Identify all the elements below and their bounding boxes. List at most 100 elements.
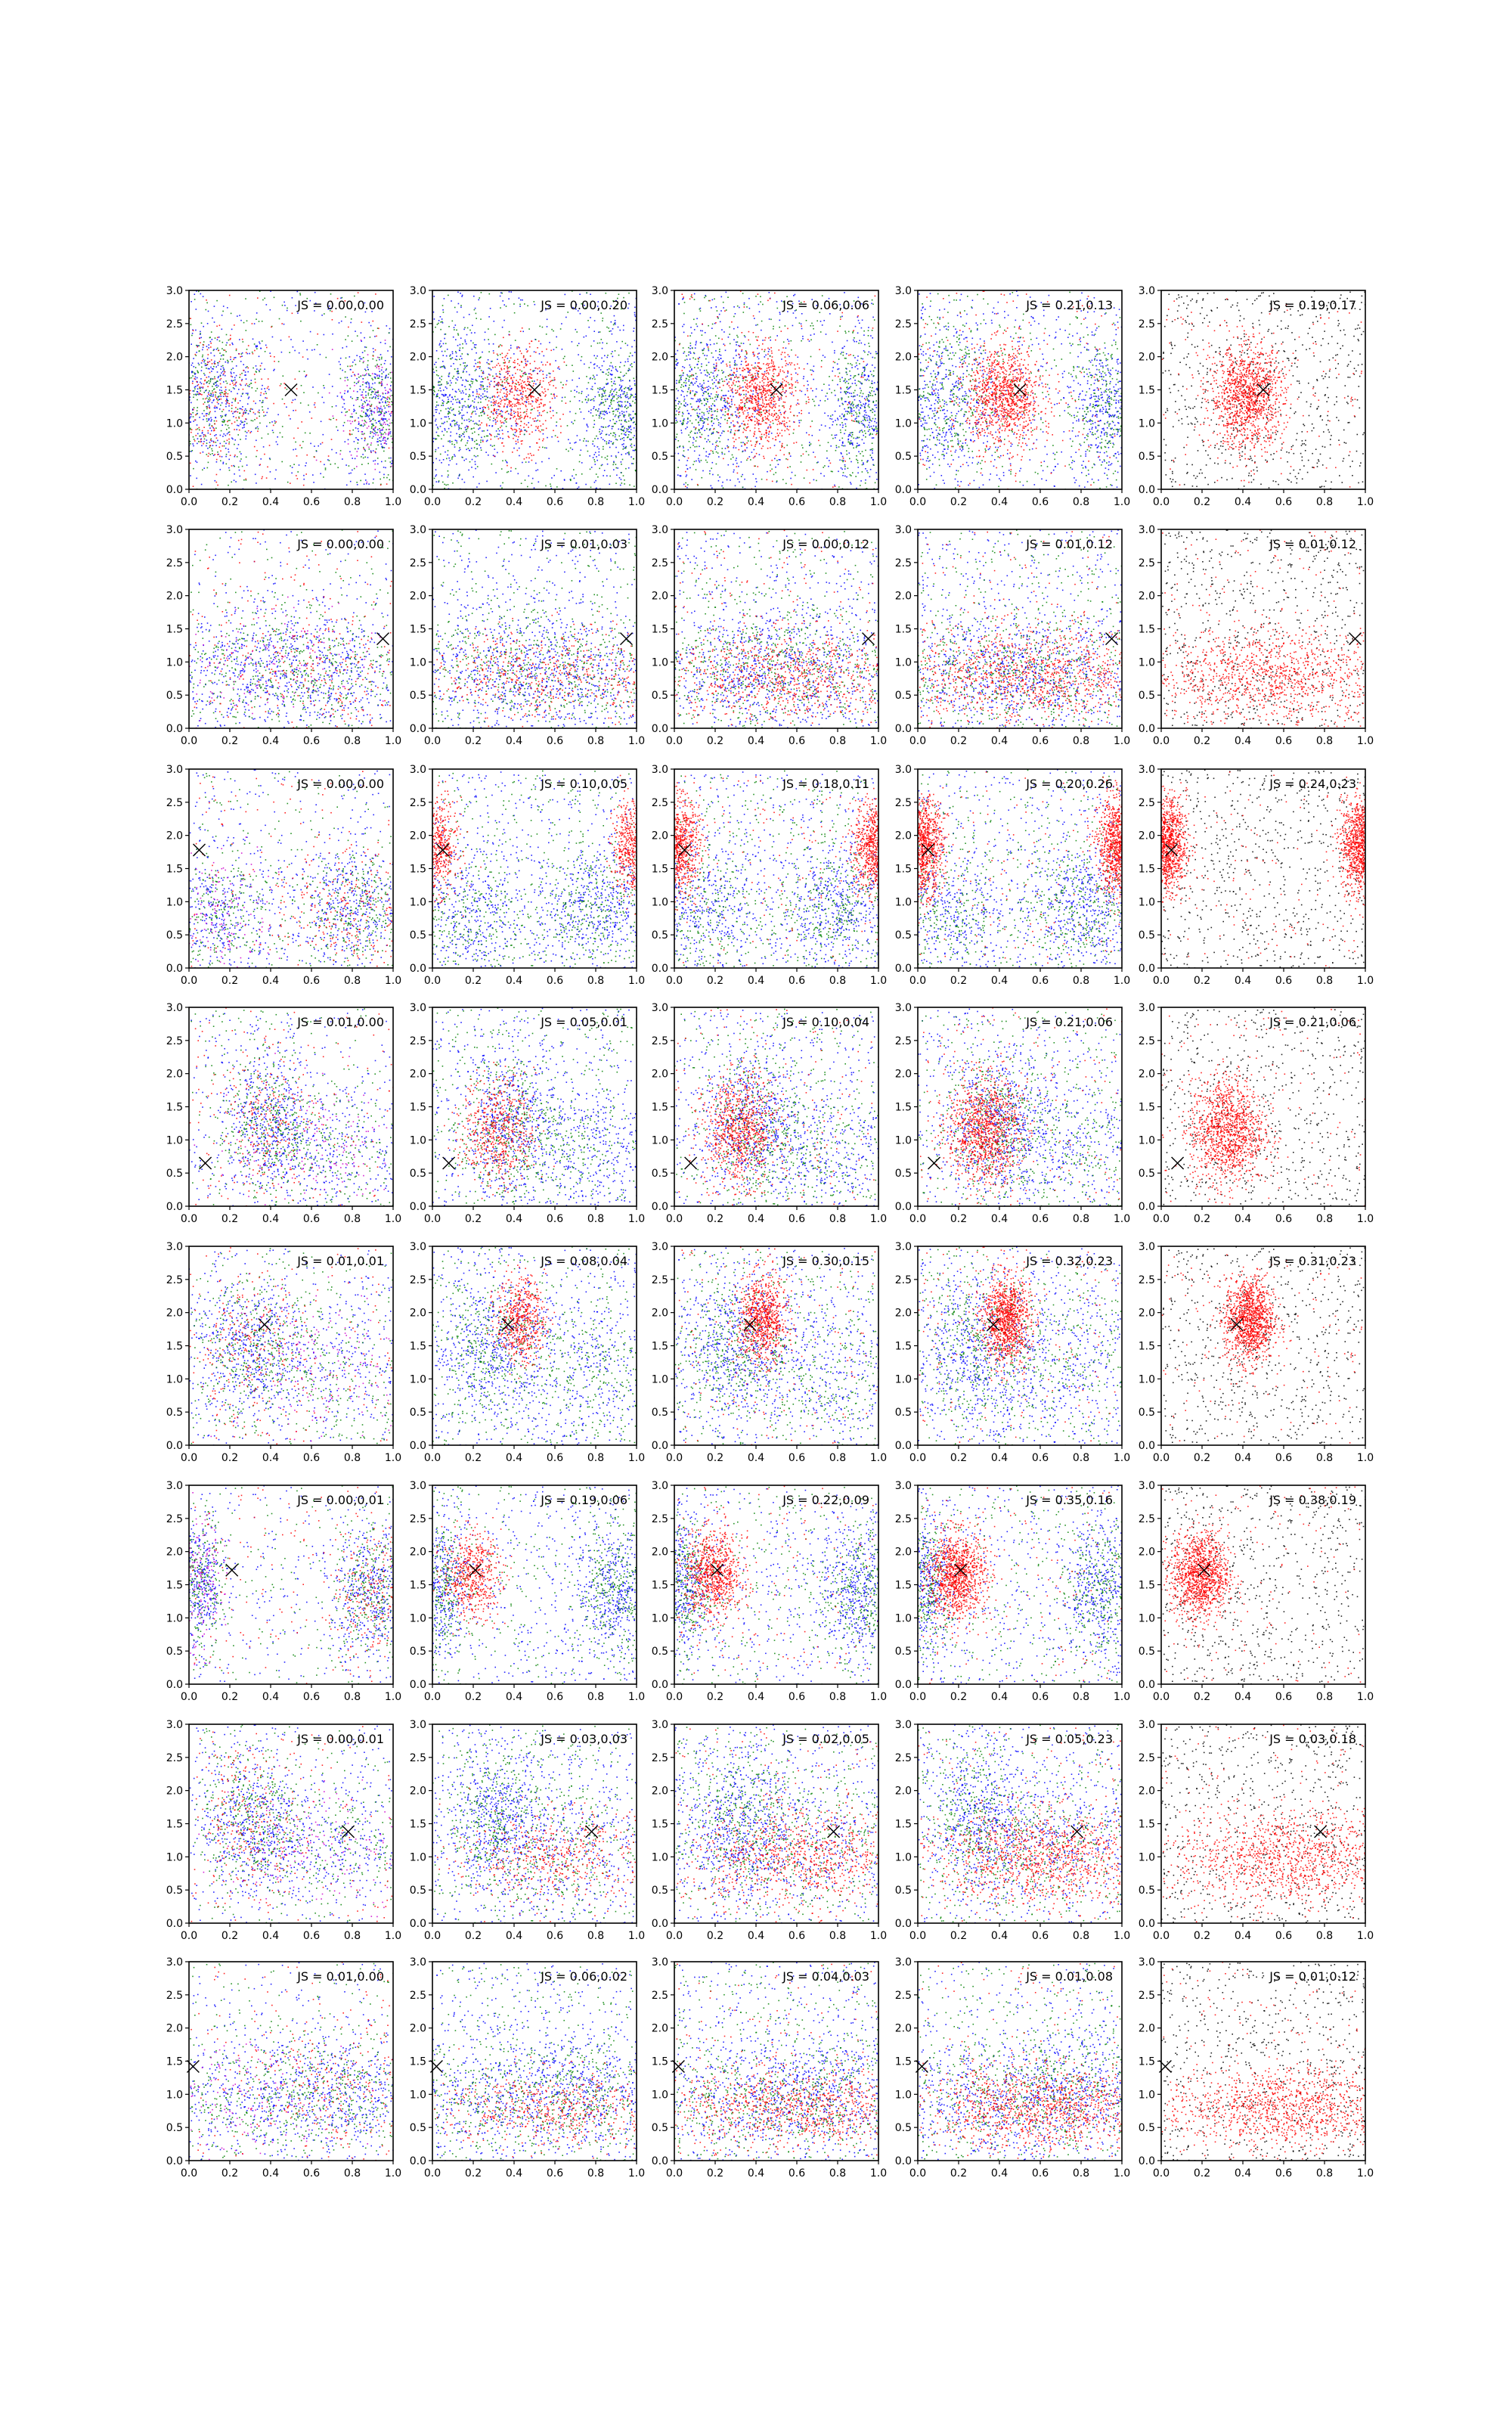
y-tick-label: 2.0 xyxy=(410,2023,426,2035)
y-tick-label: 2.0 xyxy=(895,1069,912,1081)
x-tick-label: 0.8 xyxy=(1073,1452,1089,1464)
y-tick-label: 2.5 xyxy=(1139,1274,1155,1286)
scatter-points xyxy=(1135,769,1396,969)
x-tick-label: 0.8 xyxy=(829,975,846,987)
y-tick-label: 1.0 xyxy=(652,1851,668,1863)
y-tick-label: 0.5 xyxy=(895,451,912,463)
axes-frame xyxy=(918,769,1122,968)
axes-frame xyxy=(189,1962,393,2161)
x-tick-label: 0.4 xyxy=(991,975,1008,987)
y-tick-label: 0.0 xyxy=(166,1918,183,1930)
y-tick-label: 2.5 xyxy=(166,1990,183,2002)
js-score-label: JS = 0.03,0.18 xyxy=(1269,1732,1356,1746)
y-tick-label: 1.5 xyxy=(652,864,668,876)
x-tick-label: 0.0 xyxy=(909,735,926,747)
x-tick-label: 0.2 xyxy=(950,735,967,747)
js-score-label: JS = 0.02,0.05 xyxy=(782,1732,869,1746)
x-tick-label: 0.0 xyxy=(909,1930,926,1942)
y-tick-label: 2.0 xyxy=(166,352,183,364)
js-score-label: JS = 0.10,0.04 xyxy=(782,1015,869,1029)
y-tick-label: 0.0 xyxy=(652,1201,668,1213)
js-score-label: JS = 0.21,0.06 xyxy=(1025,1015,1113,1029)
x-tick-label: 0.8 xyxy=(1316,1213,1333,1225)
y-tick-label: 3.0 xyxy=(895,764,912,776)
x-tick-label: 0.8 xyxy=(344,1691,361,1703)
y-tick-label: 0.5 xyxy=(410,1168,426,1180)
y-tick-label: 1.0 xyxy=(1139,1851,1155,1863)
scatter-points xyxy=(866,1724,1250,1925)
y-tick-label: 2.5 xyxy=(895,1752,912,1764)
x-tick-label: 0.8 xyxy=(1316,2167,1333,2180)
x-tick-label: 0.4 xyxy=(506,1930,522,1942)
y-tick-label: 2.0 xyxy=(652,830,668,842)
y-tick-label: 3.0 xyxy=(410,1480,426,1492)
y-tick-label: 3.0 xyxy=(410,1241,426,1253)
y-tick-label: 1.5 xyxy=(652,1102,668,1114)
y-tick-label: 3.0 xyxy=(166,524,183,536)
y-tick-label: 1.0 xyxy=(652,656,668,669)
y-tick-label: 0.0 xyxy=(410,2155,426,2167)
y-tick-label: 3.0 xyxy=(1139,1480,1155,1492)
x-tick-label: 1.0 xyxy=(870,1930,887,1942)
x-tick-label: 0.4 xyxy=(262,496,279,508)
y-tick-label: 0.0 xyxy=(895,1918,912,1930)
js-score-label: JS = 0.10,0.05 xyxy=(540,777,627,791)
subplot-r7-c4: 0.0 0.2 0.4 0.6 0.8 1.00.00.51.01.52.02.53.0J… xyxy=(866,1719,1250,1942)
y-tick-label: 2.5 xyxy=(166,1035,183,1047)
y-tick-label: 1.0 xyxy=(166,656,183,669)
x-tick-label: 0.2 xyxy=(950,1213,967,1225)
y-tick-label: 3.0 xyxy=(1139,1241,1155,1253)
x-tick-label: 0.8 xyxy=(344,2167,361,2180)
js-score-label: JS = 0.06,0.02 xyxy=(540,1969,627,1984)
scatter-points xyxy=(1151,1485,1366,1685)
y-tick-label: 2.5 xyxy=(166,1513,183,1525)
x-tick-label: 0.8 xyxy=(344,1452,361,1464)
y-tick-label: 1.5 xyxy=(166,1102,183,1114)
target-marker xyxy=(226,1564,238,1576)
js-score-label: JS = 0.00,0.00 xyxy=(296,298,384,312)
y-tick-label: 2.5 xyxy=(895,557,912,569)
y-tick-label: 1.5 xyxy=(895,1102,912,1114)
x-tick-label: 0.8 xyxy=(829,1452,846,1464)
x-tick-label: 0.4 xyxy=(262,2167,279,2180)
x-tick-label: 0.0 xyxy=(424,496,441,508)
y-tick-label: 2.0 xyxy=(652,352,668,364)
y-tick-label: 3.0 xyxy=(652,1002,668,1014)
y-tick-label: 1.0 xyxy=(1139,656,1155,669)
y-tick-label: 3.0 xyxy=(652,1480,668,1492)
x-tick-label: 0.8 xyxy=(344,975,361,987)
y-tick-label: 0.0 xyxy=(895,1440,912,1452)
x-tick-label: 0.6 xyxy=(1275,1213,1292,1225)
x-tick-label: 0.8 xyxy=(587,1213,604,1225)
x-tick-label: 0.2 xyxy=(950,1452,967,1464)
y-tick-label: 0.0 xyxy=(1139,1440,1155,1452)
js-score-label: JS = 0.05,0.23 xyxy=(1025,1732,1113,1746)
x-tick-label: 0.8 xyxy=(587,1930,604,1942)
x-tick-label: 0.6 xyxy=(303,975,320,987)
y-tick-label: 2.5 xyxy=(166,1752,183,1764)
x-tick-label: 0.4 xyxy=(748,975,764,987)
x-tick-label: 0.8 xyxy=(1316,1691,1333,1703)
y-tick-label: 0.0 xyxy=(1139,1201,1155,1213)
x-tick-label: 0.4 xyxy=(991,1213,1008,1225)
x-tick-label: 0.4 xyxy=(1235,975,1251,987)
y-tick-label: 2.5 xyxy=(1139,1513,1155,1525)
y-tick-label: 0.5 xyxy=(895,1646,912,1658)
x-tick-label: 1.0 xyxy=(385,1930,401,1942)
x-tick-label: 1.0 xyxy=(1114,1930,1130,1942)
y-tick-label: 1.0 xyxy=(166,1851,183,1863)
subplot-r1-c5: 0.0 0.2 0.4 0.6 0.8 1.00.00.51.01.52.02.53.0J… xyxy=(1139,285,1374,508)
y-tick-label: 2.0 xyxy=(1139,352,1155,364)
y-tick-label: 2.0 xyxy=(410,1786,426,1798)
y-tick-label: 3.0 xyxy=(410,1002,426,1014)
x-tick-label: 0.4 xyxy=(506,975,522,987)
x-tick-label: 0.4 xyxy=(1235,1213,1251,1225)
x-tick-label: 1.0 xyxy=(870,1691,887,1703)
target-marker xyxy=(194,844,206,856)
axes-frame xyxy=(432,1724,637,1923)
y-tick-label: 1.5 xyxy=(166,1819,183,1831)
x-tick-label: 0.6 xyxy=(1032,2167,1049,2180)
x-tick-label: 0.6 xyxy=(303,735,320,747)
y-tick-label: 1.0 xyxy=(895,896,912,908)
x-tick-label: 0.2 xyxy=(222,1452,238,1464)
